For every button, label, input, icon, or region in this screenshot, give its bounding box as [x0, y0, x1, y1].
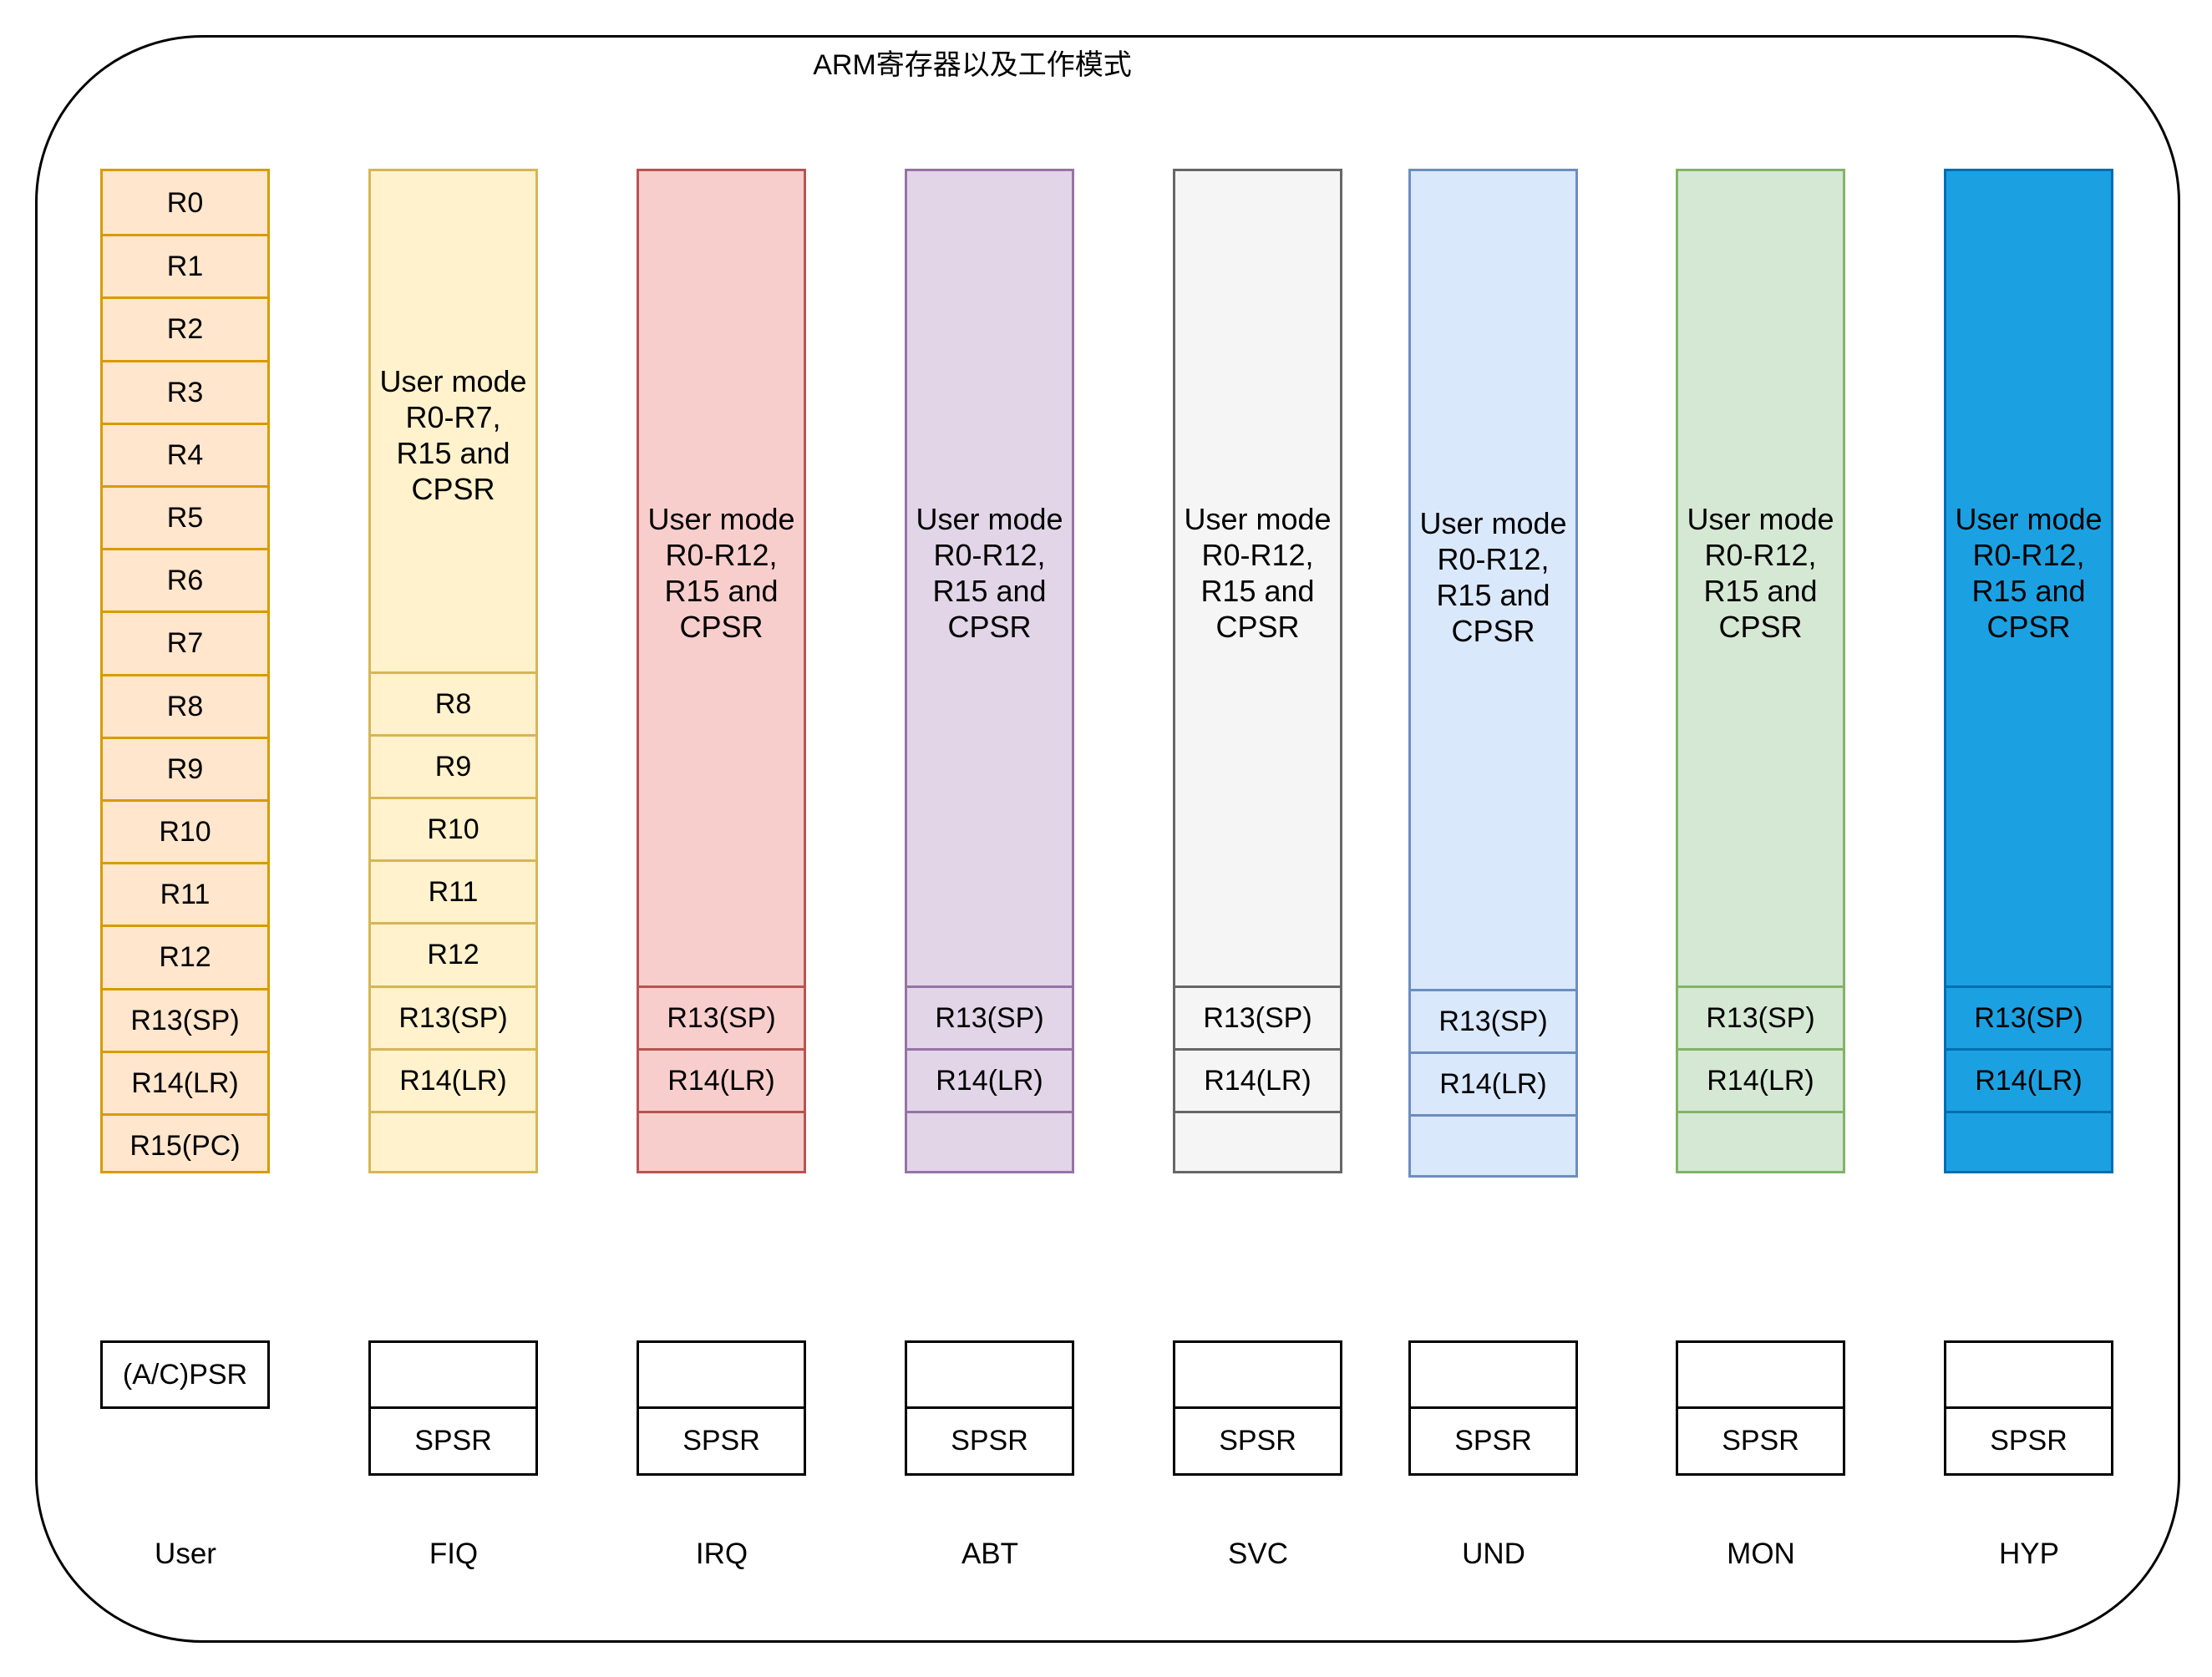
fiq-banked-register-cell: R9 — [371, 733, 535, 797]
hyp-lr-register-cell: R14(LR) — [1946, 1047, 2111, 1111]
irq-shared-registers-label: User mode R0-R12, R15 and CPSR — [647, 502, 795, 644]
mon-empty-register-cell — [1678, 1111, 1843, 1173]
irq-register-column: User mode R0-R12, R15 and CPSR R13(SP) R14… — [637, 169, 806, 1173]
user-register-cell: R8 — [103, 673, 267, 737]
svc-cpsr-slot — [1175, 1343, 1340, 1409]
mode-label: ABT — [961, 1538, 1019, 1570]
hyp-register-column: User mode R0-R12, R15 and CPSR R13(SP) R14… — [1944, 169, 2113, 1173]
mode-label: HYP — [1999, 1538, 2059, 1570]
und-register-column: User mode R0-R12, R15 and CPSR R13(SP) R14… — [1408, 169, 1578, 1178]
hyp-sp-register-cell: R13(SP) — [1946, 985, 2111, 1048]
svc-empty-register-cell — [1175, 1111, 1340, 1173]
irq-empty-register-cell — [639, 1111, 804, 1173]
fiq-register-column: User mode R0-R7, R15 and CPSR R8 R9 R10 R11… — [368, 169, 538, 1173]
abt-lr-register-cell: R14(LR) — [907, 1047, 1072, 1111]
user-register-cell: R15(PC) — [103, 1113, 267, 1176]
user-register-cell: R13(SP) — [103, 987, 267, 1051]
und-empty-register-cell — [1411, 1114, 1575, 1177]
hyp-shared-registers-label: User mode R0-R12, R15 and CPSR — [1955, 502, 2103, 644]
fiq-cpsr-slot — [371, 1343, 535, 1409]
svc-sp-register-cell: R13(SP) — [1175, 985, 1340, 1048]
user-register-cell: R3 — [103, 359, 267, 423]
mode-label: User — [155, 1538, 216, 1570]
abt-psr-box: SPSR — [905, 1340, 1074, 1476]
diagram-title: ARM寄存器以及工作模式 — [813, 49, 1132, 81]
mon-shared-registers-label: User mode R0-R12, R15 and CPSR — [1687, 502, 1834, 644]
irq-sp-register-cell: R13(SP) — [639, 985, 804, 1048]
und-lr-register-cell: R14(LR) — [1411, 1051, 1575, 1114]
mode-label: FIQ — [429, 1538, 479, 1570]
mode-label: UND — [1462, 1538, 1525, 1570]
user-register-cell: R2 — [103, 296, 267, 359]
user-register-cell: R6 — [103, 548, 267, 611]
user-register-cell: R0 — [166, 186, 204, 219]
irq-lr-register-cell: R14(LR) — [639, 1047, 804, 1111]
abt-register-column: User mode R0-R12, R15 and CPSR R13(SP) R14… — [905, 169, 1074, 1173]
irq-psr-box: SPSR — [637, 1340, 806, 1476]
fiq-banked-register-cell: R11 — [371, 859, 535, 922]
und-sp-register-cell: R13(SP) — [1411, 988, 1575, 1051]
abt-cpsr-slot — [907, 1343, 1072, 1409]
irq-cpsr-slot — [639, 1343, 804, 1409]
mon-psr-box: SPSR — [1676, 1340, 1845, 1476]
user-register-cell: R1 — [103, 234, 267, 296]
fiq-banked-register-cell: R10 — [371, 797, 535, 859]
abt-empty-register-cell — [907, 1111, 1072, 1173]
user-register-column: R0 R1 R2 R3 R4 R5 R6 R7 R8 R9 R10 R11 R12 R13(SP) R14(… — [100, 169, 270, 1173]
hyp-empty-register-cell — [1946, 1111, 2111, 1173]
mode-label: MON — [1727, 1538, 1795, 1570]
svc-lr-register-cell: R14(LR) — [1175, 1047, 1340, 1111]
svc-shared-registers-label: User mode R0-R12, R15 and CPSR — [1184, 502, 1332, 644]
und-cpsr-slot — [1411, 1343, 1575, 1409]
fiq-banked-register-cell: R8 — [371, 671, 535, 734]
fiq-banked-register-cell: R14(LR) — [371, 1047, 535, 1111]
abt-sp-register-cell: R13(SP) — [907, 985, 1072, 1048]
hyp-psr-box: SPSR — [1944, 1340, 2113, 1476]
fiq-banked-register-cell — [371, 1111, 535, 1173]
fiq-banked-register-cell: R12 — [371, 922, 535, 985]
user-register-cell: R10 — [103, 799, 267, 862]
und-psr-box: SPSR — [1408, 1340, 1578, 1476]
user-register-cell: R5 — [103, 485, 267, 548]
svc-psr-box: SPSR — [1173, 1340, 1342, 1476]
abt-shared-registers-label: User mode R0-R12, R15 and CPSR — [916, 502, 1063, 644]
fiq-shared-registers-label: User mode R0-R7, R15 and CPSR — [379, 364, 527, 506]
hyp-spsr-label: SPSR — [1990, 1425, 2067, 1457]
fiq-banked-register-cell: R13(SP) — [371, 985, 535, 1048]
user-register-cell: R4 — [103, 422, 267, 485]
und-shared-registers-label: User mode R0-R12, R15 and CPSR — [1419, 506, 1567, 648]
user-register-cell: R9 — [103, 736, 267, 799]
mode-label: IRQ — [695, 1538, 748, 1570]
user-psr-box: (A/C)PSR — [100, 1340, 270, 1409]
svc-register-column: User mode R0-R12, R15 and CPSR R13(SP) R14… — [1173, 169, 1342, 1173]
user-register-cell: R14(LR) — [103, 1050, 267, 1113]
svc-spsr-label: SPSR — [1219, 1425, 1296, 1457]
fiq-spsr-label: SPSR — [414, 1425, 492, 1457]
user-register-cell: R11 — [103, 862, 267, 925]
diagram-frame — [35, 35, 2180, 1643]
mon-lr-register-cell: R14(LR) — [1678, 1047, 1843, 1111]
irq-spsr-label: SPSR — [682, 1425, 760, 1457]
user-psr-label: (A/C)PSR — [122, 1358, 248, 1391]
und-spsr-label: SPSR — [1454, 1425, 1532, 1457]
abt-spsr-label: SPSR — [951, 1425, 1028, 1457]
fiq-psr-box: SPSR — [368, 1340, 538, 1476]
mon-sp-register-cell: R13(SP) — [1678, 985, 1843, 1048]
mon-spsr-label: SPSR — [1722, 1425, 1799, 1457]
mon-register-column: User mode R0-R12, R15 and CPSR R13(SP) R14… — [1676, 169, 1845, 1173]
hyp-cpsr-slot — [1946, 1343, 2111, 1409]
mode-label: SVC — [1228, 1538, 1288, 1570]
user-register-cell: R7 — [103, 611, 267, 673]
user-register-cell: R12 — [103, 925, 267, 987]
mon-cpsr-slot — [1678, 1343, 1843, 1409]
